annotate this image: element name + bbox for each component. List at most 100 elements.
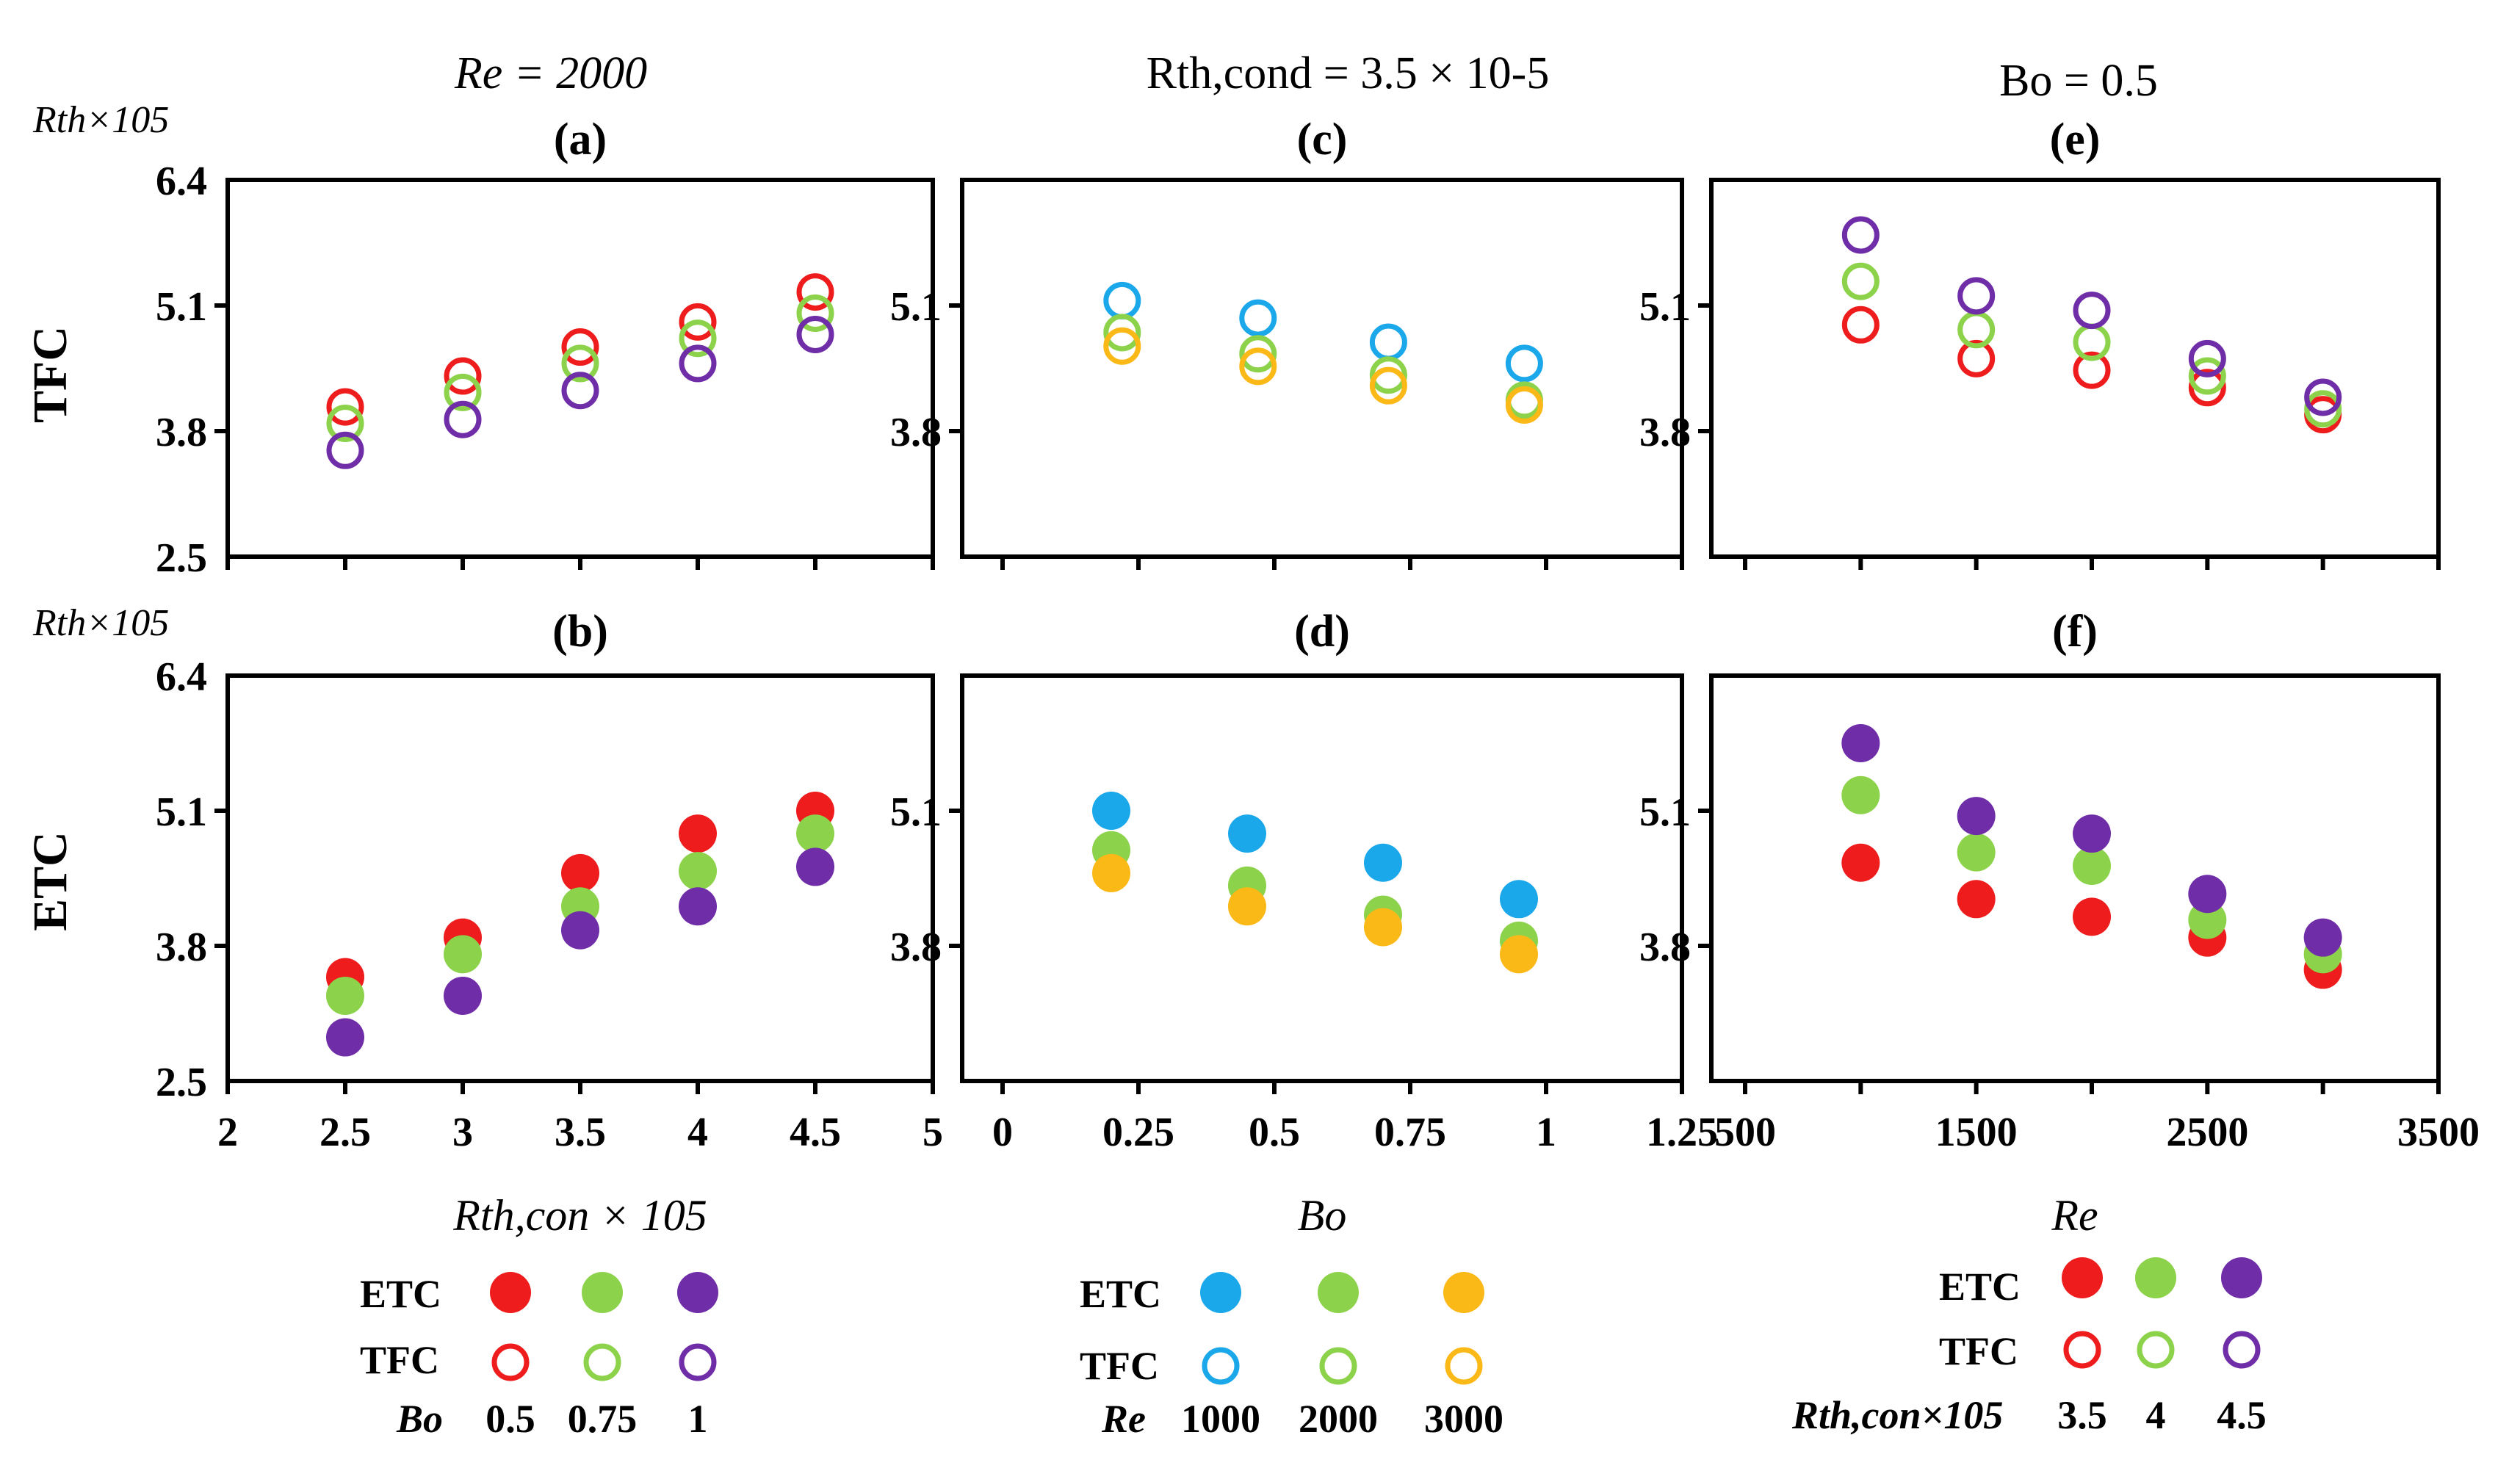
- y-tick-label-b-1: 3.8: [156, 925, 207, 970]
- panel-d: (d) 3.8 5.1 0 0.25 0.5 0.75 1 1.25 Bo: [890, 607, 1718, 1240]
- point-b-s2-4: [679, 852, 717, 891]
- x-tick-label-f-0: 500: [1714, 1110, 1776, 1155]
- row-label-etc: ETC: [24, 831, 77, 931]
- point-d-s3-3: [1364, 908, 1402, 947]
- legend-3-value-2: 4: [2146, 1393, 2166, 1437]
- point-b-s2-2: [444, 935, 482, 974]
- x-tick-label-d-0: 0: [992, 1110, 1013, 1155]
- point-e-s1-3: [2073, 351, 2111, 389]
- x-tick-label-b-0: 2: [217, 1110, 238, 1155]
- legend-3-value-3: 4.5: [2217, 1393, 2267, 1437]
- legend-2-etc-marker-3: [1443, 1272, 1484, 1313]
- panel-frame-f: [1709, 673, 2441, 1083]
- point-f-s3-1: [1841, 724, 1880, 762]
- point-c-s2-1: [1103, 314, 1141, 352]
- legend-1-param-label: Bo: [396, 1397, 443, 1441]
- row-label-tfc: TFC: [24, 326, 77, 423]
- point-e-s3-3: [2073, 292, 2111, 330]
- legend-2-value-2: 2000: [1299, 1397, 1378, 1441]
- legend-1-tfc-marker-1: [491, 1343, 530, 1381]
- point-d-s1-3: [1364, 843, 1402, 882]
- x-tick-label-d-3: 0.75: [1374, 1110, 1446, 1155]
- point-f-s1-3: [2073, 897, 2111, 936]
- legend-1-etc-marker-1: [490, 1272, 531, 1313]
- panel-c: (c) 3.8 5.1: [890, 115, 1684, 570]
- point-e-s1-1: [1841, 306, 1880, 344]
- point-e-s1-4: [2188, 369, 2226, 407]
- point-a-s2-1: [326, 404, 364, 442]
- legend-1-tfc-marker-2: [583, 1343, 621, 1381]
- x-tick-label-d-5: 1.25: [1646, 1110, 1718, 1155]
- legend-3-value-1: 3.5: [2057, 1393, 2107, 1437]
- point-e-s3-1: [1841, 216, 1880, 254]
- legend-3: ETC TFC Rth,con×105 3.5 4 4.5: [1791, 1257, 2267, 1437]
- x-axis-label-d: Bo: [1298, 1191, 1347, 1240]
- point-c-s3-4: [1505, 386, 1543, 424]
- y-tick-label-c-1: 3.8: [890, 410, 942, 455]
- y-tick-label-d-2: 5.1: [890, 789, 942, 835]
- y-tick-label-c-2: 5.1: [890, 284, 942, 330]
- point-c-s2-2: [1239, 335, 1277, 373]
- point-d-s1-1: [1092, 792, 1130, 830]
- point-a-s3-3: [561, 372, 599, 410]
- point-b-s3-3: [561, 911, 599, 950]
- point-d-s1-2: [1228, 814, 1266, 853]
- legend-2-param-label: Re: [1101, 1397, 1146, 1441]
- panel-f: (f) 3.8 5.1 500 1500 2500 3500 Re: [1639, 607, 2480, 1240]
- point-f-s3-5: [2303, 918, 2342, 957]
- panel-title-d: (d): [1294, 607, 1350, 657]
- point-b-s1-4: [679, 814, 717, 853]
- legend-3-etc-label: ETC: [1939, 1265, 2021, 1309]
- point-b-s3-5: [796, 847, 834, 886]
- legend-2-value-1: 1000: [1181, 1397, 1260, 1441]
- x-axis-label-b: Rth,con × 105: [452, 1191, 707, 1240]
- point-b-s1-3: [561, 853, 599, 892]
- point-c-s2-3: [1369, 356, 1407, 394]
- legend-2-tfc-marker-2: [1319, 1347, 1357, 1385]
- point-e-s3-2: [1957, 277, 1996, 315]
- x-axis-label-f: Re: [2051, 1191, 2098, 1240]
- point-f-s2-1: [1841, 776, 1880, 814]
- point-c-s3-3: [1369, 366, 1407, 405]
- y-tick-label-d-1: 3.8: [890, 925, 942, 970]
- legend-1-tfc-marker-3: [679, 1343, 717, 1381]
- column-title-a: Re = 2000: [454, 48, 647, 98]
- point-a-s2-3: [561, 344, 599, 383]
- point-f-s1-1: [1841, 843, 1880, 882]
- point-c-s1-4: [1505, 344, 1543, 383]
- y-tick-label-f-1: 3.8: [1639, 925, 1691, 970]
- panel-title-b: (b): [552, 607, 608, 657]
- point-a-s1-3: [561, 328, 599, 366]
- y-tick-label-a-3: 6.4: [156, 159, 207, 204]
- legend-2-tfc-marker-3: [1445, 1347, 1483, 1385]
- point-c-s1-1: [1103, 281, 1141, 319]
- y-tick-label-b-3: 6.4: [156, 654, 207, 700]
- legend-2-value-3: 3000: [1424, 1397, 1503, 1441]
- point-a-s2-2: [444, 373, 482, 411]
- x-tick-label-b-3: 3.5: [555, 1110, 606, 1155]
- y-tick-label-b-2: 5.1: [156, 789, 207, 835]
- x-tick-label-b-6: 5: [923, 1110, 943, 1155]
- legend-1-value-2: 0.75: [568, 1397, 638, 1441]
- y-tick-label-a-2: 5.1: [156, 284, 207, 330]
- point-a-s1-1: [326, 388, 364, 426]
- legend-3-param-label: Rth,con×105: [1791, 1393, 2003, 1437]
- point-c-s1-2: [1239, 299, 1277, 337]
- point-f-s2-3: [2073, 847, 2111, 886]
- point-a-s3-1: [326, 431, 364, 469]
- point-b-s2-1: [326, 976, 364, 1015]
- column-title-e: Bo = 0.5: [1999, 56, 2158, 106]
- panel-frame-e: [1709, 178, 2441, 559]
- panel-frame-d: [960, 673, 1684, 1083]
- y-tick-label-f-2: 5.1: [1639, 789, 1691, 835]
- panel-title-f: (f): [2052, 607, 2098, 657]
- x-tick-label-b-2: 3: [452, 1110, 473, 1155]
- x-tick-label-d-1: 0.25: [1102, 1110, 1174, 1155]
- point-d-s1-4: [1500, 880, 1538, 919]
- legend-2-etc-marker-1: [1200, 1272, 1241, 1313]
- point-b-s2-5: [796, 814, 834, 853]
- point-f-s3-4: [2188, 875, 2227, 914]
- x-tick-label-d-2: 0.5: [1249, 1110, 1300, 1155]
- legend-1-etc-marker-2: [582, 1272, 623, 1313]
